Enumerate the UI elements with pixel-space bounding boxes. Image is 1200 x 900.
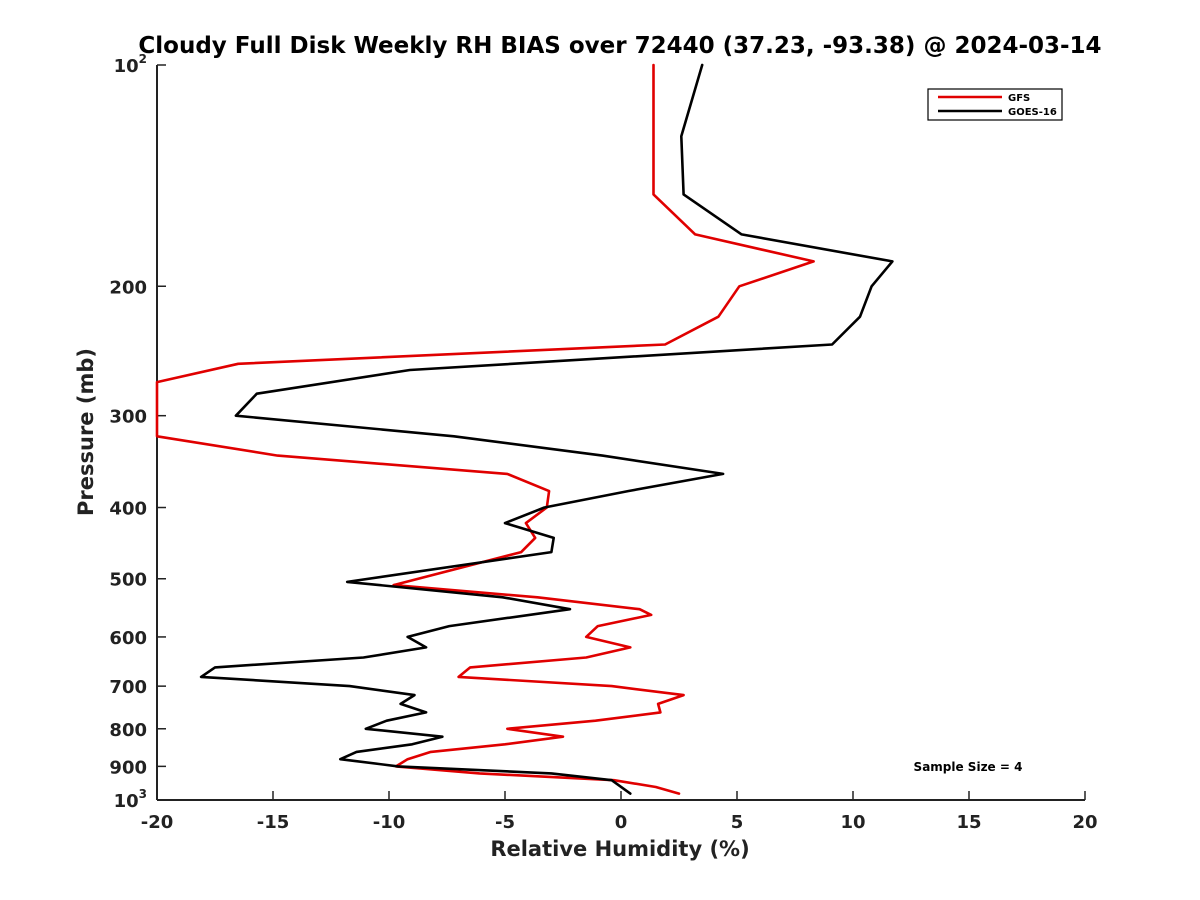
- x-axis: -20 -15 -10 -5 0 5 10 15 20: [141, 791, 1098, 833]
- y-tick-label: 200: [109, 277, 147, 298]
- x-tick-label: 15: [956, 812, 981, 833]
- y-tick-label: 400: [109, 499, 147, 520]
- x-tick-label: 0: [615, 812, 628, 833]
- y-tick-label: 300: [109, 407, 147, 428]
- y-tick-label: 103: [114, 787, 147, 812]
- x-tick-label: -10: [373, 812, 406, 833]
- y-axis-label: Pressure (mb): [74, 348, 98, 516]
- x-tick-label: 20: [1072, 812, 1097, 833]
- x-tick-label: 5: [731, 812, 744, 833]
- series-line-goes16: [199, 63, 894, 795]
- legend-label-gfs: GFS: [1008, 93, 1030, 104]
- x-tick-label: -15: [257, 812, 290, 833]
- y-axis: 102 200 300 400 500 600 700 800 900 103: [109, 52, 166, 812]
- y-tick-label: 600: [109, 628, 147, 649]
- series-line-gfs: [155, 63, 815, 795]
- plot-area: [156, 65, 1085, 801]
- legend: GFS GOES-16: [927, 88, 1063, 121]
- y-tick-label: 700: [109, 677, 147, 698]
- x-tick-label: -5: [495, 812, 515, 833]
- legend-box: [927, 88, 1063, 121]
- series-layer: [155, 63, 894, 795]
- x-tick-label: 10: [840, 812, 865, 833]
- y-tick-label: 800: [109, 720, 147, 741]
- y-tick-label: 102: [114, 52, 147, 77]
- sample-size-annotation: Sample Size = 4: [914, 760, 1023, 774]
- legend-label-goes16: GOES-16: [1008, 107, 1057, 118]
- x-axis-label: Relative Humidity (%): [490, 837, 749, 861]
- y-tick-label: 500: [109, 570, 147, 591]
- chart-title: Cloudy Full Disk Weekly RH BIAS over 724…: [138, 33, 1101, 59]
- x-tick-label: -20: [141, 812, 174, 833]
- y-tick-label: 900: [109, 757, 147, 778]
